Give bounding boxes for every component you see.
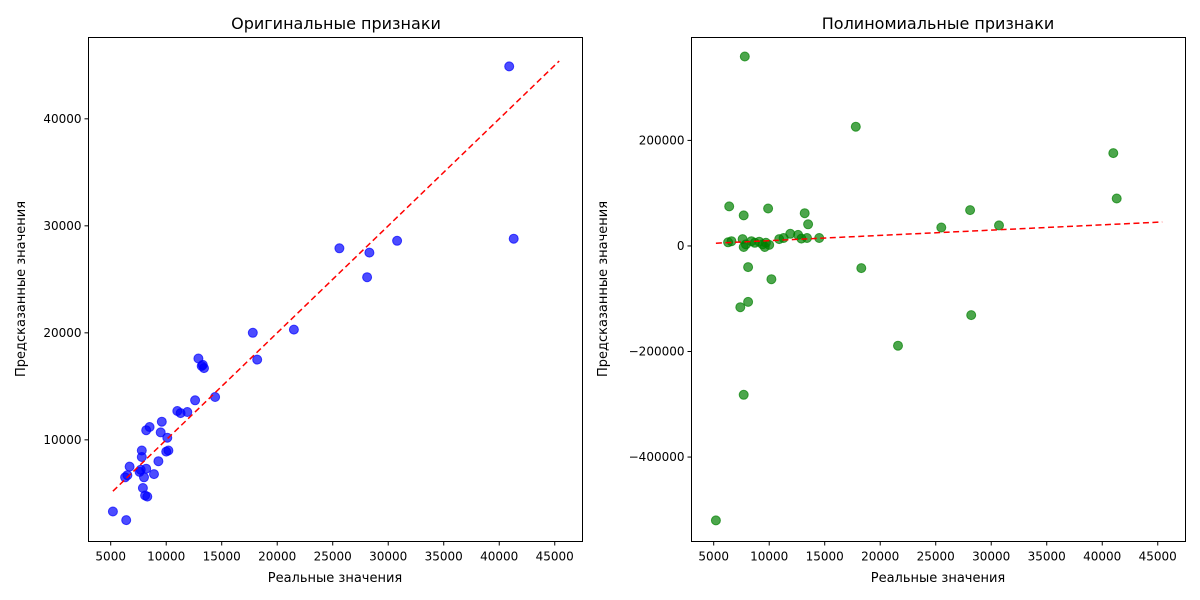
x-axis-label: Реальные значения	[871, 571, 1006, 586]
data-point	[144, 422, 155, 432]
x-tick-label: 35000	[425, 550, 463, 564]
data-point	[149, 469, 159, 480]
data-point	[724, 201, 735, 212]
data-point	[766, 274, 777, 285]
plot-frame	[691, 37, 1186, 542]
ideal-line	[112, 60, 560, 492]
data-point	[965, 205, 976, 216]
data-point	[210, 392, 221, 402]
data-point	[124, 461, 135, 472]
data-point	[364, 247, 375, 258]
data-point	[392, 235, 403, 246]
data-point	[803, 219, 814, 230]
y-tick-label: 40000	[43, 112, 81, 126]
y-axis-ticks: −400000 −200000 0 200000	[629, 133, 692, 464]
y-axis-label: Предсказанные значения	[596, 201, 611, 377]
y-tick-label: 20000	[43, 326, 81, 340]
data-point	[504, 61, 515, 72]
data-point	[739, 51, 750, 62]
data-point	[190, 395, 201, 406]
plot-area	[691, 37, 1186, 542]
data-point	[142, 491, 153, 502]
y-axis-label: Предсказанные значения	[14, 201, 29, 377]
data-point	[802, 233, 812, 243]
data-point	[763, 203, 774, 214]
y-tick-label: −400000	[629, 450, 685, 464]
data-point	[743, 262, 754, 273]
data-point	[1111, 193, 1122, 204]
data-point	[738, 389, 749, 400]
x-tick-label: 15000	[806, 550, 844, 564]
data-point	[139, 472, 149, 483]
plot-frame	[88, 37, 583, 542]
plot-area	[88, 37, 583, 542]
data-point	[107, 506, 118, 517]
chart-title: Полиномиальные признаки	[822, 14, 1055, 33]
x-tick-label: 45000	[536, 550, 574, 564]
x-tick-label: 10000	[147, 550, 185, 564]
chart-original: Оригинальные признаки 5000 10000 15000 2000…	[14, 14, 583, 586]
y-tick-label: 200000	[639, 133, 685, 147]
y-tick-label: −200000	[629, 345, 685, 359]
data-point	[362, 272, 373, 283]
y-tick-label: 0	[677, 239, 685, 253]
data-point	[856, 263, 867, 274]
x-tick-label: 5000	[95, 550, 126, 564]
y-tick-label: 10000	[43, 433, 81, 447]
data-point	[764, 239, 775, 250]
data-point	[893, 340, 903, 351]
data-point	[1108, 148, 1119, 159]
data-point	[738, 210, 749, 221]
x-tick-label: 30000	[972, 550, 1010, 564]
data-point	[288, 324, 299, 335]
chart-title: Оригинальные признаки	[231, 14, 441, 33]
x-axis-label: Реальные значения	[268, 571, 403, 586]
data-point	[136, 452, 147, 462]
x-tick-label: 25000	[314, 550, 352, 564]
chart-polynomial: Полиномиальные признаки 5000 10000 15000 20…	[596, 14, 1186, 586]
data-point	[508, 233, 519, 244]
data-point	[994, 220, 1004, 231]
data-point	[252, 354, 263, 365]
x-tick-label: 15000	[203, 550, 241, 564]
x-tick-label: 5000	[698, 550, 729, 564]
ideal-line	[715, 221, 1163, 244]
data-point	[153, 456, 164, 467]
y-tick-label: 30000	[43, 219, 81, 233]
data-point	[726, 236, 737, 247]
points-layer	[710, 51, 1122, 526]
data-point	[334, 243, 345, 254]
x-tick-label: 40000	[480, 550, 518, 564]
x-tick-label: 20000	[258, 550, 296, 564]
x-axis-ticks: 5000 10000 15000 20000 25000 30000 35000 40000 4…	[698, 541, 1177, 564]
x-tick-label: 20000	[861, 550, 899, 564]
y-axis-ticks: 10000 20000 30000 40000	[43, 112, 89, 447]
x-tick-label: 10000	[750, 550, 788, 564]
data-point	[743, 296, 754, 307]
points-layer	[107, 61, 519, 526]
data-point	[155, 427, 166, 438]
data-point	[850, 121, 861, 132]
x-tick-label: 40000	[1083, 550, 1121, 564]
data-point	[163, 445, 174, 456]
x-tick-label: 35000	[1028, 550, 1066, 564]
data-point	[735, 302, 746, 313]
x-tick-label: 25000	[917, 550, 955, 564]
data-point	[247, 327, 258, 338]
data-point	[936, 222, 947, 233]
data-point	[710, 515, 721, 526]
data-point	[156, 416, 167, 427]
data-point	[966, 310, 977, 321]
x-axis-ticks: 5000 10000 15000 20000 25000 30000 35000 40000 4…	[95, 541, 574, 564]
data-point	[799, 208, 810, 219]
data-point	[199, 363, 209, 374]
data-point	[182, 407, 193, 417]
x-tick-label: 30000	[369, 550, 407, 564]
data-point	[121, 515, 132, 526]
x-tick-label: 45000	[1139, 550, 1177, 564]
data-point	[141, 463, 152, 474]
data-point	[162, 432, 173, 443]
